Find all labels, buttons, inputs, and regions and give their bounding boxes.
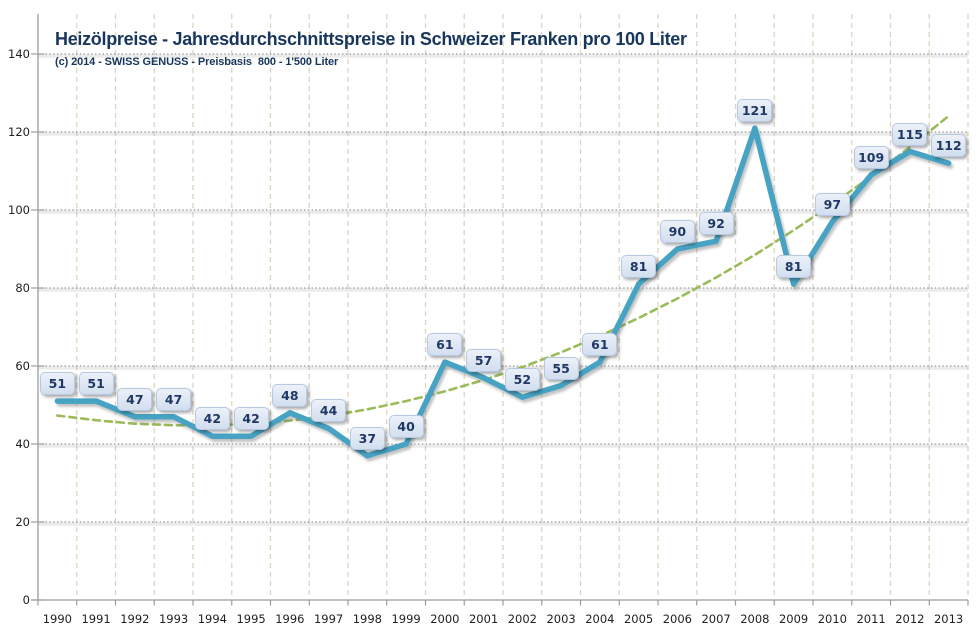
- x-tick-label: 2005: [623, 612, 654, 626]
- x-tick-label: 1991: [81, 612, 111, 626]
- y-tick-label: 40: [15, 437, 30, 451]
- data-point-label: 40: [388, 415, 424, 438]
- x-tick-label: 2002: [507, 612, 538, 626]
- data-point-label: 81: [621, 255, 657, 279]
- x-tick-label: 2003: [546, 612, 576, 626]
- x-tick-label: 1994: [197, 612, 228, 626]
- x-tick-label: 2004: [585, 612, 615, 626]
- x-tick-label: 2011: [856, 612, 886, 626]
- chart-copyright: (c) 2014 - SWISS GENUSS - Preisbasis 800…: [55, 56, 339, 68]
- x-tick-label: 1999: [391, 612, 421, 626]
- chart-title: Heizölpreise - Jahresdurchschnittspreise…: [55, 29, 687, 49]
- data-point-label: 42: [194, 407, 230, 431]
- data-point-label: 47: [156, 387, 192, 411]
- x-tick-label: 1995: [236, 612, 266, 626]
- y-tick-label: 100: [8, 203, 30, 217]
- x-tick-label: 1993: [158, 612, 189, 626]
- x-tick-label: 2008: [740, 612, 770, 626]
- data-point-label: 44: [311, 399, 347, 423]
- x-tick-label: 2000: [430, 612, 460, 626]
- x-tick-label: 2001: [468, 612, 499, 626]
- x-tick-label: 2010: [817, 612, 848, 626]
- y-tick-label: 0: [22, 593, 30, 607]
- x-tick-label: 2009: [778, 612, 809, 626]
- x-tick-label: 1998: [352, 612, 383, 626]
- data-point-label: 48: [272, 383, 308, 407]
- x-tick-label: 2013: [933, 612, 964, 626]
- data-point-label: 51: [39, 372, 75, 396]
- data-point-label: 90: [659, 220, 695, 243]
- y-tick-label: 20: [15, 515, 30, 529]
- data-point-label: 112: [931, 134, 967, 158]
- data-point-label: 121: [737, 99, 773, 123]
- data-point-label: 61: [582, 333, 618, 357]
- x-tick-label: 1990: [42, 612, 73, 626]
- data-point-label: 37: [349, 426, 385, 450]
- data-point-label: 57: [466, 348, 502, 372]
- data-point-label: 115: [892, 122, 928, 146]
- y-tick-label: 140: [8, 47, 30, 61]
- data-point-label: 61: [427, 333, 463, 357]
- y-tick-label: 120: [8, 125, 30, 139]
- y-tick-label: 80: [15, 281, 30, 295]
- x-tick-label: 1997: [313, 612, 344, 626]
- data-point-label: 42: [233, 407, 269, 431]
- x-tick-label: 2007: [701, 612, 731, 626]
- data-point-label: 47: [117, 387, 153, 411]
- data-point-label: 92: [698, 212, 734, 236]
- x-tick-label: 2006: [662, 612, 693, 626]
- x-tick-label: 1996: [275, 612, 305, 626]
- y-tick-label: 60: [15, 359, 30, 373]
- x-tick-label: 2012: [895, 612, 925, 626]
- data-point-label: 52: [504, 368, 540, 392]
- data-point-label: 81: [776, 255, 812, 279]
- data-point-label: 97: [814, 192, 850, 216]
- data-point-label: 55: [543, 356, 579, 380]
- data-point-label: 51: [78, 372, 114, 396]
- x-tick-label: 1992: [120, 612, 150, 626]
- data-point-label: 109: [853, 145, 889, 169]
